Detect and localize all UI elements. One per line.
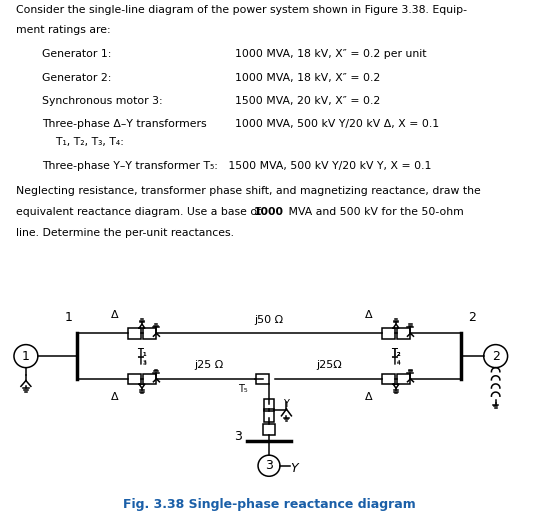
Text: 1500 MVA, 20 kV, X″ = 0.2: 1500 MVA, 20 kV, X″ = 0.2 bbox=[235, 96, 380, 106]
Bar bbox=[128, 373, 141, 384]
Text: MVA and 500 kV for the 50-ohm: MVA and 500 kV for the 50-ohm bbox=[285, 207, 464, 217]
Text: 1000 MVA, 500 kV Y/20 kV Δ, X = 0.1: 1000 MVA, 500 kV Y/20 kV Δ, X = 0.1 bbox=[235, 119, 440, 129]
Text: T₁: T₁ bbox=[137, 348, 147, 358]
Text: Consider the single-line diagram of the power system shown in Figure 3.38. Equip: Consider the single-line diagram of the … bbox=[16, 5, 467, 15]
Text: Δ: Δ bbox=[111, 392, 118, 402]
Text: T₂: T₂ bbox=[391, 348, 401, 358]
Text: T₂: T₂ bbox=[391, 348, 401, 358]
Text: 1000 MVA, 18 kV, X″ = 0.2: 1000 MVA, 18 kV, X″ = 0.2 bbox=[235, 73, 380, 82]
Text: equivalent reactance diagram. Use a base of: equivalent reactance diagram. Use a base… bbox=[16, 207, 265, 217]
Text: Y: Y bbox=[284, 399, 289, 409]
Text: T₃: T₃ bbox=[137, 357, 147, 367]
Bar bbox=[397, 328, 410, 339]
Text: j50 Ω: j50 Ω bbox=[254, 315, 284, 325]
Text: 1: 1 bbox=[65, 311, 72, 324]
Text: Y: Y bbox=[290, 462, 298, 474]
Text: Three-phase Δ–Y transformers: Three-phase Δ–Y transformers bbox=[42, 119, 207, 129]
Text: Generator 1:: Generator 1: bbox=[42, 49, 111, 59]
Text: T₃: T₃ bbox=[137, 356, 147, 366]
Text: 2: 2 bbox=[468, 311, 476, 324]
Bar bbox=[397, 373, 410, 384]
Bar bbox=[143, 373, 156, 384]
Text: T₅: T₅ bbox=[238, 384, 248, 395]
Text: 1000: 1000 bbox=[253, 207, 284, 217]
Text: 1: 1 bbox=[22, 350, 30, 363]
Text: 3: 3 bbox=[233, 430, 242, 443]
Bar bbox=[143, 328, 156, 339]
Bar bbox=[256, 373, 269, 384]
Text: T₄: T₄ bbox=[391, 356, 401, 366]
Text: Generator 2:: Generator 2: bbox=[42, 73, 111, 82]
Text: Δ: Δ bbox=[365, 310, 372, 320]
Bar bbox=[264, 409, 274, 422]
Text: Δ: Δ bbox=[365, 392, 372, 402]
Text: j25Ω: j25Ω bbox=[316, 361, 342, 370]
Bar bbox=[382, 328, 395, 339]
Bar bbox=[128, 328, 141, 339]
Text: Neglecting resistance, transformer phase shift, and magnetizing reactance, draw : Neglecting resistance, transformer phase… bbox=[16, 186, 481, 196]
Bar bbox=[382, 373, 395, 384]
Text: T₂: T₂ bbox=[391, 348, 401, 358]
Text: ment ratings are:: ment ratings are: bbox=[16, 24, 111, 35]
Text: 3: 3 bbox=[265, 459, 273, 472]
Text: line. Determine the per-unit reactances.: line. Determine the per-unit reactances. bbox=[16, 228, 234, 238]
Text: Synchronous motor 3:: Synchronous motor 3: bbox=[42, 96, 163, 106]
Bar bbox=[264, 398, 274, 411]
Text: T₁: T₁ bbox=[137, 348, 147, 358]
Text: Fig. 3.38 Single-phase reactance diagram: Fig. 3.38 Single-phase reactance diagram bbox=[123, 498, 415, 511]
Text: Δ: Δ bbox=[111, 310, 118, 320]
Text: 2: 2 bbox=[492, 350, 500, 363]
Text: Three-phase Y–Y transformer T₅:   1500 MVA, 500 kV Y/20 kV Y, X = 0.1: Three-phase Y–Y transformer T₅: 1500 MVA… bbox=[42, 161, 431, 170]
Text: T₄: T₄ bbox=[391, 357, 401, 367]
Text: T₁, T₂, T₃, T₄:: T₁, T₂, T₃, T₄: bbox=[42, 137, 124, 147]
Text: j25 Ω: j25 Ω bbox=[195, 361, 224, 370]
Text: 1000 MVA, 18 kV, X″ = 0.2 per unit: 1000 MVA, 18 kV, X″ = 0.2 per unit bbox=[235, 49, 427, 59]
Bar bbox=[263, 424, 275, 435]
